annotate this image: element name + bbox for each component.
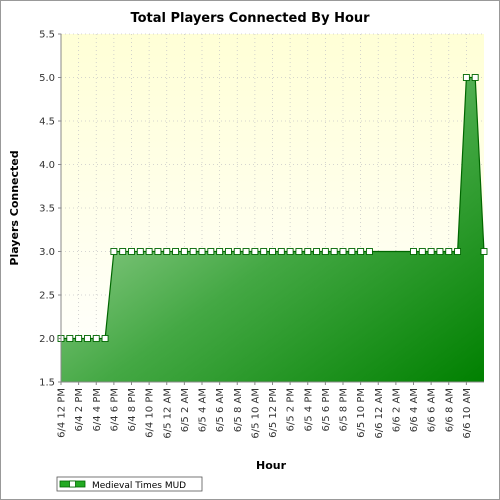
- data-point: [418, 248, 426, 255]
- data-point: [180, 248, 188, 255]
- data-point: [172, 248, 180, 255]
- data-point: [198, 248, 206, 255]
- x-tick-label: 6/5 10 PM: [356, 388, 367, 438]
- x-tick-label: 6/5 4 AM: [198, 388, 209, 432]
- data-point: [339, 248, 347, 255]
- x-tick-label: 6/5 4 PM: [303, 388, 314, 431]
- data-point: [101, 335, 109, 342]
- y-tick-label: 1.5: [39, 378, 55, 389]
- data-point: [66, 335, 74, 342]
- data-point: [348, 248, 356, 255]
- data-point: [365, 248, 373, 255]
- x-tick-label: 6/6 12 AM: [374, 388, 385, 439]
- data-point: [410, 248, 417, 255]
- data-point: [445, 248, 453, 255]
- data-point: [110, 248, 118, 255]
- x-axis-ticks: 6/4 12 PM 6/4 2 PM 6/4 4 PM 6/4 6 PM 6/4 8 P…: [57, 382, 473, 439]
- y-tick-label: 4.5: [39, 117, 55, 128]
- x-tick-label: 6/4 6 PM: [109, 388, 120, 431]
- y-axis-label: Players Connected: [8, 150, 21, 265]
- x-tick-label: 6/5 2 AM: [180, 388, 191, 432]
- x-tick-label: 6/4 4 PM: [92, 388, 103, 431]
- data-point: [277, 248, 285, 255]
- x-tick-label: 6/5 12 AM: [162, 388, 173, 439]
- data-point: [119, 248, 127, 255]
- data-point: [260, 248, 268, 255]
- x-tick-label: 6/5 10 AM: [250, 388, 261, 439]
- y-tick-label: 2.0: [39, 334, 55, 345]
- data-point: [154, 248, 162, 255]
- data-point: [233, 248, 241, 255]
- data-point: [295, 248, 303, 255]
- x-axis-label: Hour: [256, 459, 287, 472]
- data-point: [189, 248, 197, 255]
- x-tick-label: 6/6 10 AM: [462, 388, 473, 439]
- y-tick-label: 3.5: [39, 204, 55, 215]
- x-tick-label: 6/6 2 AM: [391, 388, 402, 432]
- x-tick-label: 6/5 8 PM: [339, 388, 350, 431]
- x-tick-label: 6/4 12 PM: [57, 388, 68, 438]
- data-point: [436, 248, 444, 255]
- y-tick-label: 4.0: [39, 160, 55, 171]
- legend-label: Medieval Times MUD: [92, 481, 186, 491]
- x-tick-label: 6/6 6 AM: [427, 388, 438, 432]
- data-point: [128, 248, 135, 255]
- data-point: [92, 335, 100, 342]
- data-point: [480, 248, 488, 255]
- data-point: [207, 248, 215, 255]
- data-point: [145, 248, 153, 255]
- data-point: [163, 248, 171, 255]
- data-point: [75, 335, 83, 342]
- y-tick-label: 5.5: [39, 30, 55, 41]
- x-tick-label: 6/4 8 PM: [127, 388, 138, 431]
- data-point: [242, 248, 250, 255]
- legend: Medieval Times MUD: [56, 476, 203, 492]
- data-point: [462, 74, 470, 81]
- x-tick-label: 6/4 10 PM: [145, 388, 156, 438]
- x-tick-label: 6/5 12 PM: [268, 388, 279, 438]
- x-tick-label: 6/5 6 PM: [321, 388, 332, 431]
- data-point: [357, 248, 365, 255]
- data-point: [321, 248, 329, 255]
- data-point: [454, 248, 462, 255]
- data-point: [83, 335, 91, 342]
- y-tick-label: 2.5: [39, 291, 55, 302]
- data-point: [313, 248, 321, 255]
- data-point: [286, 248, 294, 255]
- x-tick-label: 6/4 2 PM: [74, 388, 85, 431]
- legend-box: [56, 476, 203, 492]
- data-point: [251, 248, 259, 255]
- y-axis-ticks: 1.5 2.0 2.5 3.0 3.5 4.0 4.5 5.0 5.5: [39, 30, 61, 389]
- data-point: [304, 248, 312, 255]
- data-point: [269, 248, 276, 255]
- data-point: [471, 74, 479, 81]
- area-fill: [61, 77, 484, 382]
- data-point: [216, 248, 224, 255]
- legend-marker: [69, 480, 76, 488]
- y-tick-label: 3.0: [39, 247, 55, 258]
- data-point: [224, 248, 232, 255]
- data-point: [136, 248, 144, 255]
- x-tick-label: 6/6 8 AM: [444, 388, 455, 432]
- chart-title: Total Players Connected By Hour: [130, 11, 370, 26]
- y-tick-label: 5.0: [39, 73, 55, 84]
- data-point: [427, 248, 435, 255]
- x-tick-label: 6/5 2 PM: [286, 388, 297, 431]
- x-tick-label: 6/5 8 AM: [233, 388, 244, 432]
- x-tick-label: 6/6 4 AM: [409, 388, 420, 432]
- x-tick-label: 6/5 6 AM: [215, 388, 226, 432]
- data-point: [330, 248, 338, 255]
